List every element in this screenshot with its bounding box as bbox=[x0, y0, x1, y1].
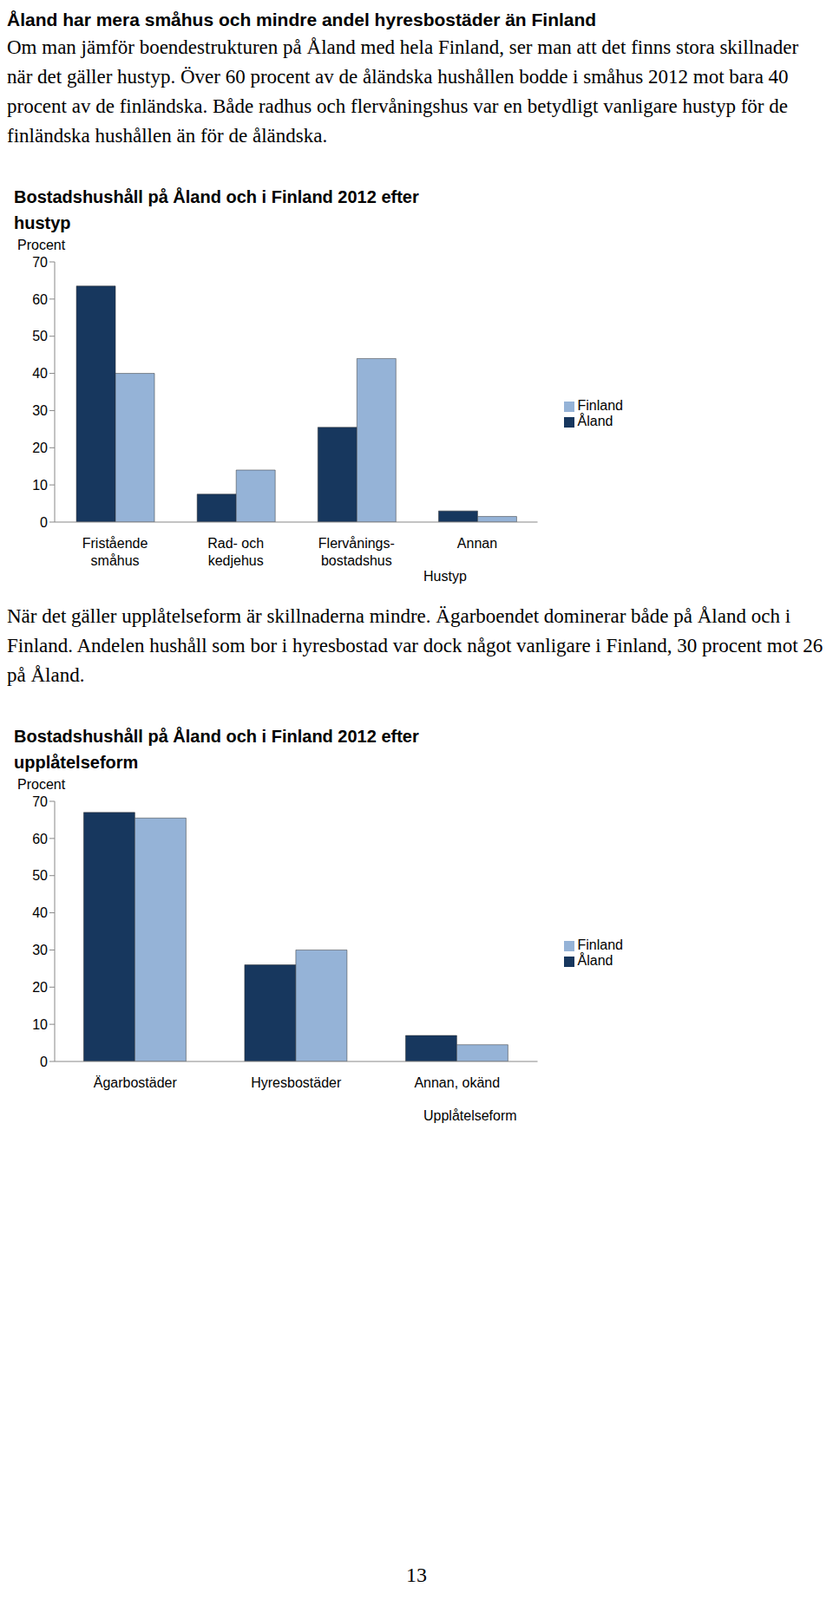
html-text:Procent: Procent bbox=[17, 237, 66, 253]
svg-text:50: 50 bbox=[32, 328, 48, 344]
svg-text:10: 10 bbox=[32, 478, 48, 493]
html-text:13: 13 bbox=[406, 1564, 427, 1588]
html-text:Procent: Procent bbox=[17, 777, 66, 793]
html-text:När det gäller upplåtelseform: När det gäller upplåtelseform är skillna… bbox=[6, 605, 823, 687]
html-text:Om man jämför boendestrukturen: Om man jämför boendestrukturen på Åland … bbox=[6, 36, 799, 147]
html-text:Åland: Åland bbox=[577, 953, 613, 969]
svg-text:0: 0 bbox=[39, 515, 48, 531]
svg-text:60: 60 bbox=[32, 292, 48, 308]
svg-text:50: 50 bbox=[32, 868, 48, 884]
svg-text:Hyresbostäder: Hyresbostäder bbox=[250, 1075, 342, 1091]
html-text:Åland har mera småhus och mind: Åland har mera småhus och mindre andel h… bbox=[6, 9, 597, 30]
svg-text:20: 20 bbox=[32, 980, 48, 996]
svg-text:Flervånings-bostadshus: Flervånings-bostadshus bbox=[318, 536, 395, 569]
svg-text:Annan, okänd: Annan, okänd bbox=[413, 1075, 500, 1091]
svg-text:10: 10 bbox=[32, 1017, 48, 1033]
html-text:Finland: Finland bbox=[577, 937, 624, 953]
svg-text:Annan: Annan bbox=[457, 536, 498, 551]
svg-text:0: 0 bbox=[39, 1055, 48, 1070]
html-text:Upplåtelseform: Upplåtelseform bbox=[423, 1108, 517, 1124]
svg-text:20: 20 bbox=[32, 440, 48, 456]
svg-text:Rad- ochkedjehus: Rad- ochkedjehus bbox=[207, 536, 264, 569]
svg-text:30: 30 bbox=[32, 403, 48, 419]
svg-text:Friståendesmåhus: Friståendesmåhus bbox=[82, 536, 149, 569]
html-text:Bostadshushåll på Åland och i: Bostadshushåll på Åland och i Finland 20… bbox=[13, 727, 419, 773]
html-text:Finland: Finland bbox=[577, 398, 624, 414]
html-text:Åland: Åland bbox=[577, 413, 613, 429]
html-text:Bostadshushåll på Åland och i: Bostadshushåll på Åland och i Finland 20… bbox=[13, 187, 419, 233]
svg-text:60: 60 bbox=[32, 832, 48, 847]
svg-text:70: 70 bbox=[32, 794, 48, 810]
svg-text:40: 40 bbox=[32, 366, 48, 381]
html-text:Hustyp: Hustyp bbox=[423, 569, 467, 584]
svg-text:70: 70 bbox=[32, 255, 48, 270]
svg-text:Ägarbostäder: Ägarbostäder bbox=[93, 1075, 178, 1091]
svg-text:30: 30 bbox=[32, 943, 48, 958]
svg-text:40: 40 bbox=[32, 905, 48, 921]
